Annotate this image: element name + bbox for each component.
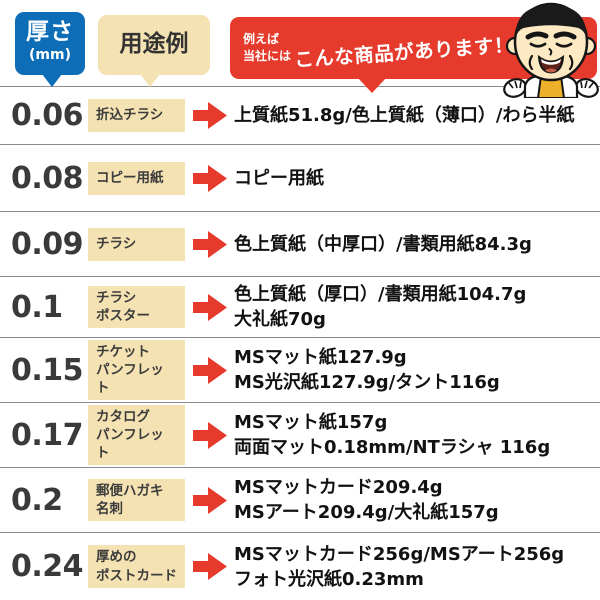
usage-label: チケット パンフレット — [88, 339, 185, 401]
thickness-table: 0.06 折込チラシ 上質紙51.8g/色上質紙（薄口）/わら半紙 0.08 コ… — [0, 87, 600, 600]
usage-header-label: 用途例 — [119, 31, 189, 57]
usage-label: チラシ — [88, 227, 185, 261]
thickness-value: 0.17 — [11, 417, 84, 453]
table-row: 0.2 郵便ハガキ 名刺 MSマットカード209.4g MSアート209.4g/… — [0, 468, 600, 533]
bubble-tail — [42, 74, 62, 87]
red-arrow-icon — [188, 230, 232, 258]
thickness-value: 0.24 — [11, 549, 84, 584]
usage-label: チラシ ポスター — [88, 285, 185, 329]
red-arrow-icon — [188, 164, 232, 192]
usage-label: 郵便ハガキ 名刺 — [88, 478, 185, 522]
thickness-value: 0.1 — [11, 289, 63, 325]
bubble-tail — [140, 74, 160, 87]
callout-small-text: 例えば 当社には — [243, 32, 292, 63]
table-row: 0.08 コピー用紙 コピー用紙 — [0, 145, 600, 212]
usage-label: 折込チラシ — [88, 99, 185, 132]
product-names: 上質紙51.8g/色上質紙（薄口）/わら半紙 — [234, 105, 575, 126]
thickness-value: 0.15 — [11, 352, 84, 388]
callout-main-text: こんな商品があります！ — [293, 33, 515, 72]
usage-label: カタログ パンフレット — [88, 404, 185, 466]
thickness-header-unit: (mm) — [29, 47, 71, 63]
table-row: 0.24 厚めの ポストカード MSマットカード256g/MSアート256g フ… — [0, 533, 600, 600]
red-arrow-icon — [188, 102, 232, 129]
product-names: 色上質紙（中厚口）/書類用紙84.3g — [234, 233, 532, 255]
red-arrow-icon — [188, 421, 232, 449]
usage-header-bubble: 用途例 — [98, 15, 210, 87]
product-names: 色上質紙（厚口）/書類用紙104.7g 大礼紙70g — [234, 284, 527, 330]
thickness-value: 0.2 — [11, 482, 63, 518]
thickness-value: 0.06 — [11, 98, 84, 133]
red-arrow-icon — [188, 356, 232, 384]
table-row: 0.09 チラシ 色上質紙（中厚口）/書類用紙84.3g — [0, 212, 600, 277]
thickness-header-bubble: 厚さ (mm) — [15, 12, 85, 87]
thickness-value: 0.08 — [11, 160, 84, 196]
table-row: 0.17 カタログ パンフレット MSマット紙157g 両面マット0.18mm/… — [0, 403, 600, 468]
chart-header: 厚さ (mm) 用途例 例えば 当社には こんな商品があります！ — [0, 0, 600, 98]
product-names: MSマット紙157g 両面マット0.18mm/NTラシャ 116g — [234, 412, 551, 458]
red-arrow-icon — [188, 486, 232, 514]
table-row: 0.15 チケット パンフレット MSマット紙127.9g MS光沢紙127.9… — [0, 338, 600, 403]
thickness-header-label: 厚さ — [26, 19, 74, 45]
product-names: MSマットカード256g/MSアート256g フォト光沢紙0.23mm — [234, 543, 565, 590]
bubble-tail — [358, 78, 386, 93]
table-row: 0.1 チラシ ポスター 色上質紙（厚口）/書類用紙104.7g 大礼紙70g — [0, 277, 600, 338]
mascot-icon — [503, 2, 599, 98]
thickness-value: 0.09 — [11, 226, 84, 262]
red-arrow-icon — [188, 293, 232, 321]
table-row: 0.06 折込チラシ 上質紙51.8g/色上質紙（薄口）/わら半紙 — [0, 87, 600, 145]
product-names: MSマットカード209.4g MSアート209.4g/大礼紙157g — [234, 477, 499, 523]
red-arrow-icon — [188, 553, 232, 580]
product-names: コピー用紙 — [234, 167, 324, 189]
usage-label: 厚めの ポストカード — [88, 545, 185, 588]
product-names: MSマット紙127.9g MS光沢紙127.9g/タント116g — [234, 347, 500, 393]
usage-label: コピー用紙 — [88, 161, 185, 195]
